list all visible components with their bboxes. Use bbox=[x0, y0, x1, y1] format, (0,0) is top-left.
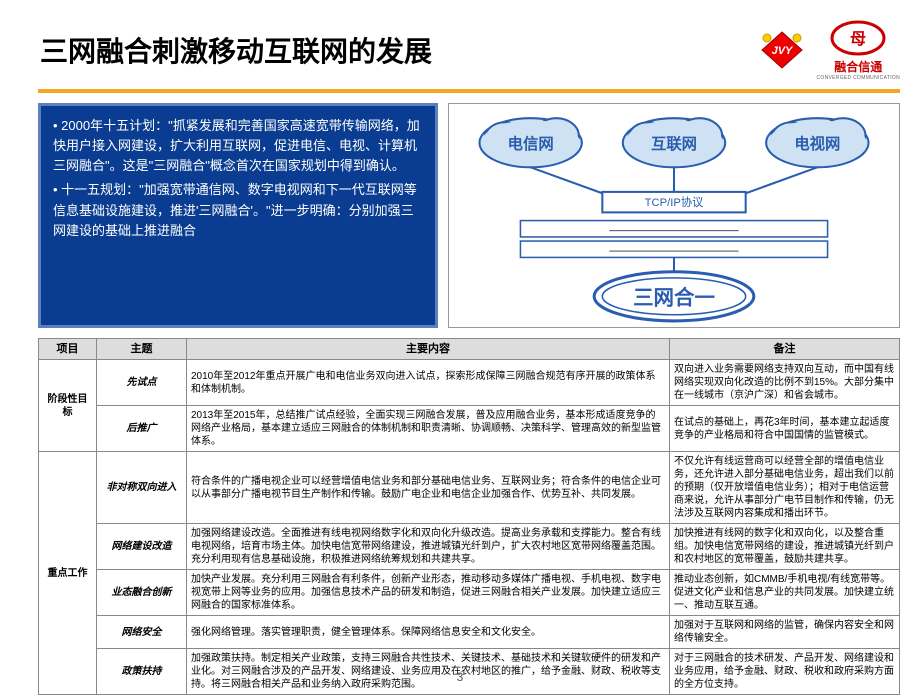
g0r0-c: 2010年至2012年重点开展广电和电信业务双向进入试点，探索形成保障三网融合规… bbox=[187, 360, 670, 406]
cloud-telecom: 电信网 bbox=[479, 118, 581, 167]
policy-table: 项目 主题 主要内容 备注 阶段性目标 先试点 2010年至2012年重点开展广… bbox=[38, 338, 900, 695]
svg-text:互联网: 互联网 bbox=[651, 135, 697, 153]
svg-text:TCP/IP协议: TCP/IP协议 bbox=[645, 195, 704, 209]
blue-item-1: 十一五规划："加强宽带通信网、数字电视网和下一代互联网等信息基础设施建设，推进'… bbox=[53, 180, 423, 240]
title-bar: 三网融合刺激移动互联网的发展 JVY 母 融合信通 CONVERGED COMM… bbox=[0, 0, 920, 89]
g0r1-c: 2013年至2015年，总结推广试点经验，全面实现三网融合发展，普及应用融合业务… bbox=[187, 406, 670, 452]
g1r3-sub: 网络安全 bbox=[97, 616, 187, 649]
jvy-icon: JVY bbox=[757, 30, 807, 70]
g1r3-n: 加强对于互联网和网络的监管，确保内容安全和网络传输安全。 bbox=[670, 616, 900, 649]
g1r0-c: 符合条件的广播电视企业可以经营增值电信业务和部分基础电信业务、互联网业务；符合条… bbox=[187, 452, 670, 524]
rh-text: 融合信通 bbox=[834, 58, 882, 75]
svg-text:电视网: 电视网 bbox=[794, 134, 840, 153]
logo-jvy: JVY bbox=[757, 30, 807, 70]
blue-item-0: 2000年十五计划："抓紧发展和完善国家高速宽带传输网络，加快用户接入网建设，扩… bbox=[53, 116, 423, 176]
tbody: 阶段性目标 先试点 2010年至2012年重点开展广电和电信业务双向进入试点，探… bbox=[39, 360, 900, 695]
g0r1-sub: 后推广 bbox=[97, 406, 187, 452]
cloud-tv: 电视网 bbox=[766, 118, 868, 167]
logo-area: JVY 母 融合信通 CONVERGED COMMUNICATION bbox=[757, 18, 900, 81]
g1r1-n: 加快推进有线网的数字化和双向化，以及整合重组。加快电信宽带网络的建设，推进城镇光… bbox=[670, 524, 900, 570]
rh-subtext: CONVERGED COMMUNICATION bbox=[817, 75, 900, 81]
svg-text:━━━━━━━━━━━━━━━━━━━━━━━━━━━━━━: ━━━━━━━━━━━━━━━━━━━━━━━━━━━━━━ bbox=[608, 247, 739, 255]
logo-rongheshintong: 母 融合信通 CONVERGED COMMUNICATION bbox=[817, 18, 900, 81]
g0r1-n: 在试点的基础上，再花3年时间，基本建立起适度竞争的产业格局和符合中国国情的监管模… bbox=[670, 406, 900, 452]
svg-text:三网合一: 三网合一 bbox=[633, 286, 715, 310]
g1r4-c: 加强政策扶持。制定相关产业政策，支持三网融合共性技术、关键技术、基础技术和关键软… bbox=[187, 649, 670, 695]
table-wrap: 项目 主题 主要内容 备注 阶段性目标 先试点 2010年至2012年重点开展广… bbox=[0, 338, 920, 695]
blue-text-box: 2000年十五计划："抓紧发展和完善国家高速宽带传输网络，加快用户接入网建设，扩… bbox=[38, 103, 438, 328]
top-row: 2000年十五计划："抓紧发展和完善国家高速宽带传输网络，加快用户接入网建设，扩… bbox=[0, 93, 920, 338]
th-0: 项目 bbox=[39, 339, 97, 360]
th-1: 主题 bbox=[97, 339, 187, 360]
g1r2-c: 加快产业发展。充分利用三网融合有利条件，创新产业形态，推动移动多媒体广播电视、手… bbox=[187, 570, 670, 616]
th-2: 主要内容 bbox=[187, 339, 670, 360]
g0r0-n: 双向进入业务需要网络支持双向互动，而中国有线网络实现双向化改造的比例不到15%。… bbox=[670, 360, 900, 406]
g1r2-n: 推动业态创新，如CMMB/手机电视/有线宽带等。促进文化产业和信息产业的共同发展… bbox=[670, 570, 900, 616]
g0r0-sub: 先试点 bbox=[97, 360, 187, 406]
g1r2-sub: 业态融合创新 bbox=[97, 570, 187, 616]
rh-icon: 母 bbox=[828, 18, 888, 58]
svg-text:JVY: JVY bbox=[771, 45, 793, 57]
g1r1-sub: 网络建设改造 bbox=[97, 524, 187, 570]
network-diagram: 电信网 互联网 电视网 TCP/IP协议 bbox=[448, 103, 900, 328]
group-0: 阶段性目标 bbox=[39, 360, 97, 452]
page-title: 三网融合刺激移动互联网的发展 bbox=[40, 30, 757, 70]
g1r4-sub: 政策扶持 bbox=[97, 649, 187, 695]
th-3: 备注 bbox=[670, 339, 900, 360]
group-1: 重点工作 bbox=[39, 452, 97, 695]
g1r0-n: 不仅允许有线运营商可以经营全部的增值电信业务，还允许进入部分基础电信业务，超出我… bbox=[670, 452, 900, 524]
g1r0-sub: 非对称双向进入 bbox=[97, 452, 187, 524]
g1r4-n: 对于三网融合的技术研发、产品开发、网络建设和业务应用，给予金融、财政、税收和政府… bbox=[670, 649, 900, 695]
g1r3-c: 强化网络管理。落实管理职责，健全管理体系。保障网络信息安全和文化安全。 bbox=[187, 616, 670, 649]
page-number: 3 bbox=[457, 670, 464, 684]
svg-text:━━━━━━━━━━━━━━━━━━━━━━━━━━━━━━: ━━━━━━━━━━━━━━━━━━━━━━━━━━━━━━ bbox=[608, 227, 739, 235]
svg-text:母: 母 bbox=[850, 30, 866, 48]
g1r1-c: 加强网络建设改造。全面推进有线电视网络数字化和双向化升级改造。提高业务承载和支撑… bbox=[187, 524, 670, 570]
blue-list: 2000年十五计划："抓紧发展和完善国家高速宽带传输网络，加快用户接入网建设，扩… bbox=[53, 116, 423, 241]
svg-text:电信网: 电信网 bbox=[508, 134, 554, 153]
cloud-internet: 互联网 bbox=[623, 118, 725, 167]
